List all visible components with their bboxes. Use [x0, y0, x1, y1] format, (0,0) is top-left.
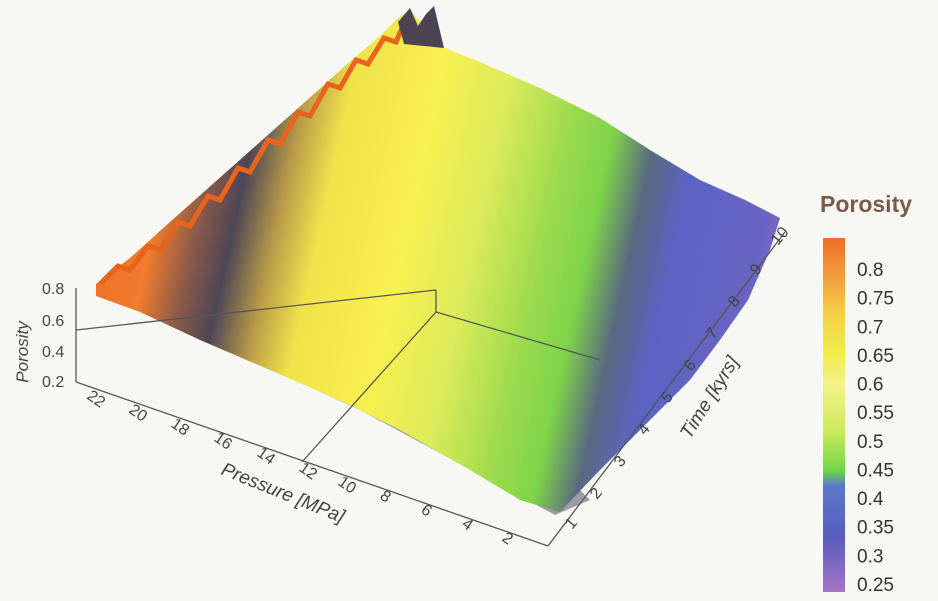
- surface-body: [96, 10, 780, 512]
- colorbar-tick-label: 0.3: [857, 546, 883, 567]
- z-axis-title: Porosity: [13, 320, 32, 383]
- colorbar-gradient: [823, 238, 845, 592]
- porosity-surface: [96, 6, 780, 515]
- backplane-line-4: [435, 311, 601, 361]
- z-tick-label: 0.6: [42, 313, 64, 330]
- colorbar-tick-label: 0.35: [857, 518, 894, 539]
- pressure-tick-label: 6: [418, 501, 435, 520]
- time-axis-line: [547, 231, 786, 547]
- pressure-tick-label: 8: [377, 487, 394, 506]
- pressure-tick-label: 10: [335, 473, 359, 497]
- surface-jagged-edge: [98, 13, 411, 286]
- colorbar-tick-label: 0.75: [857, 289, 894, 310]
- z-axis-ticks: 0.8 0.6 0.4 0.2: [42, 281, 64, 391]
- time-tick-label: 1: [562, 515, 581, 533]
- backplane-line-1: [75, 289, 437, 331]
- colorbar-tick-label: 0.6: [857, 375, 883, 396]
- colorbar-tick-label: 0.5: [857, 432, 883, 453]
- surface-peak: [398, 6, 444, 48]
- colorbar-tick-label: 0.25: [857, 575, 894, 596]
- z-tick-label: 0.2: [42, 374, 64, 391]
- pressure-tick-label: 4: [459, 515, 476, 534]
- pressure-tick-label: 2: [499, 529, 516, 548]
- colorbar-tick-label: 0.65: [857, 346, 894, 367]
- pressure-tick-label: 16: [211, 429, 235, 453]
- pressure-tick-label: 20: [126, 401, 150, 425]
- z-tick-label: 0.8: [42, 281, 64, 298]
- colorbar: Porosity 0.8 0.75 0.7 0.65 0.6 0.55 0.5 0.45 0.4…: [820, 191, 912, 596]
- colorbar-tick-label: 0.4: [857, 489, 884, 510]
- pressure-axis-line: [75, 381, 549, 547]
- colorbar-ticks: 0.8 0.75 0.7 0.65 0.6 0.55 0.5 0.45 0.4 0.35 0.3 0.…: [857, 260, 894, 596]
- pressure-tick-label: 14: [254, 444, 278, 468]
- axes-frame: [75, 231, 786, 547]
- time-tick-label: 3: [611, 453, 630, 471]
- z-tick-label: 0.4: [42, 344, 64, 361]
- pressure-tick-label: 12: [296, 459, 320, 483]
- backplane-line-3: [301, 311, 437, 463]
- pressure-tick-label: 22: [84, 387, 108, 411]
- colorbar-tick-label: 0.7: [857, 317, 883, 338]
- colorbar-tick-label: 0.8: [857, 260, 883, 281]
- colorbar-tick-label: 0.55: [857, 403, 894, 424]
- pressure-tick-label: 18: [168, 415, 192, 439]
- colorbar-tick-label: 0.45: [857, 460, 894, 481]
- colorbar-title: Porosity: [820, 191, 912, 217]
